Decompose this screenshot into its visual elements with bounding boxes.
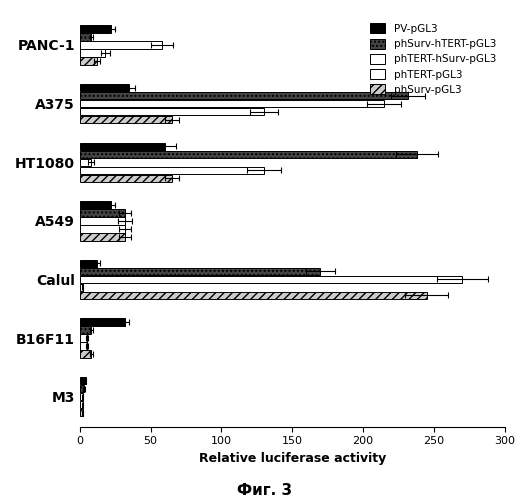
- Bar: [80, 116, 172, 124]
- Bar: [80, 108, 264, 116]
- Bar: [80, 326, 91, 334]
- Bar: [80, 377, 85, 384]
- Bar: [80, 166, 264, 174]
- Bar: [80, 318, 125, 326]
- Bar: [80, 201, 111, 208]
- Bar: [80, 393, 83, 400]
- Bar: [80, 385, 84, 392]
- Bar: [80, 42, 162, 48]
- Bar: [80, 92, 408, 100]
- Bar: [80, 401, 83, 408]
- Legend: PV-pGL3, phSurv-hTERT-pGL3, phTERT-hSurv-pGL3, phTERT-pGL3, phSurv-pGL3: PV-pGL3, phSurv-hTERT-pGL3, phTERT-hSurv…: [367, 20, 499, 98]
- X-axis label: Relative luciferase activity: Relative luciferase activity: [199, 452, 386, 465]
- Bar: [80, 142, 165, 150]
- Bar: [80, 150, 417, 158]
- Bar: [80, 50, 105, 56]
- Bar: [80, 100, 384, 108]
- Bar: [80, 233, 125, 240]
- Text: Фиг. 3: Фиг. 3: [237, 483, 293, 498]
- Bar: [80, 292, 427, 299]
- Bar: [80, 209, 125, 216]
- Bar: [80, 284, 83, 291]
- Bar: [80, 409, 83, 416]
- Bar: [80, 260, 97, 267]
- Bar: [80, 58, 97, 64]
- Bar: [80, 268, 321, 275]
- Bar: [80, 342, 87, 350]
- Bar: [80, 174, 172, 182]
- Bar: [80, 217, 125, 224]
- Bar: [80, 276, 462, 283]
- Bar: [80, 84, 129, 92]
- Bar: [80, 34, 91, 40]
- Bar: [80, 158, 91, 166]
- Bar: [80, 26, 111, 32]
- Bar: [80, 334, 87, 342]
- Bar: [80, 350, 91, 358]
- Bar: [80, 225, 125, 232]
